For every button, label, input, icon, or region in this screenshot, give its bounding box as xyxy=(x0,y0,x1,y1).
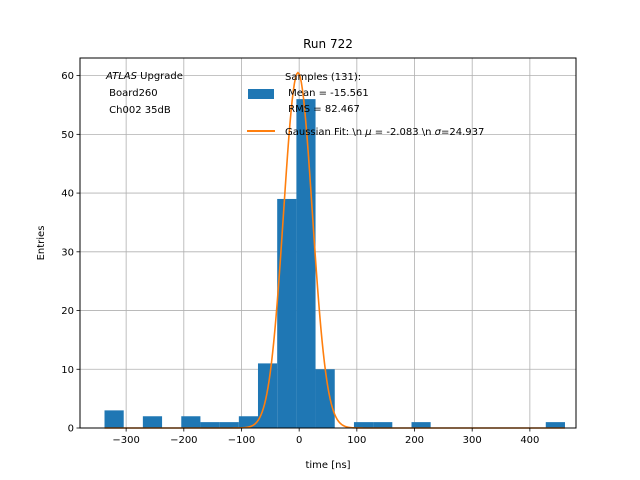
histogram-bar xyxy=(181,416,201,428)
histogram-bar xyxy=(296,99,316,428)
y-tick-label: 10 xyxy=(61,365,74,376)
y-axis-ticks: 0 10 20 30 40 50 60 xyxy=(61,71,80,435)
y-axis-label: Entries xyxy=(36,226,47,261)
histogram-bar xyxy=(315,369,335,428)
legend-histogram-line1: Samples (131): xyxy=(285,72,361,83)
y-tick-label: 60 xyxy=(61,71,74,82)
plot-frame xyxy=(79,57,577,429)
x-tick-label: −100 xyxy=(228,435,255,446)
atlas-annotation-line3: Ch002 35dB xyxy=(106,105,171,116)
x-axis-ticks: −300 −200 −100 0 100 200 300 400 xyxy=(112,428,539,446)
histogram-bar xyxy=(200,422,220,428)
atlas-annotation-line1: ATLAS Upgrade xyxy=(105,71,183,82)
legend-fit-suffix: =24.937 xyxy=(441,127,484,138)
x-tick-label: 400 xyxy=(520,435,539,446)
x-tick-label: 100 xyxy=(347,435,366,446)
histogram-bar xyxy=(353,422,374,428)
x-tick-label: 200 xyxy=(405,435,424,446)
atlas-label: ATLAS xyxy=(105,71,138,82)
x-tick-label: −200 xyxy=(170,435,197,446)
legend-fit-mid: = -2.083 \n xyxy=(372,127,435,138)
x-tick-label: 0 xyxy=(296,435,302,446)
legend-swatch-histogram xyxy=(248,89,274,99)
legend-histogram-line3: RMS = 82.467 xyxy=(285,104,360,115)
histogram-bar xyxy=(373,422,393,428)
histogram-bar xyxy=(277,198,297,428)
grid xyxy=(80,58,576,429)
chart-title: Run 722 xyxy=(303,37,353,51)
histogram-bar xyxy=(142,416,163,428)
x-axis-label: time [ns] xyxy=(305,460,350,471)
legend-fit-label: Gaussian Fit: \n μ = -2.083 \n σ=24.937 xyxy=(285,127,484,138)
atlas-annotation-line2: Board260 xyxy=(106,88,158,99)
legend-histogram-line2: Mean = -15.561 xyxy=(285,88,369,99)
upgrade-label: Upgrade xyxy=(137,71,183,82)
legend-fit-prefix: Gaussian Fit: \n xyxy=(285,127,365,138)
legend-fit-sigma: σ xyxy=(435,127,442,138)
legend-fit-mu: μ xyxy=(364,127,371,138)
x-tick-label: −300 xyxy=(112,435,139,446)
histogram-bar xyxy=(545,422,565,428)
y-tick-label: 50 xyxy=(61,130,74,141)
y-tick-label: 40 xyxy=(61,189,74,200)
histogram-bars xyxy=(104,99,565,428)
histogram-bar xyxy=(104,410,124,428)
y-tick-label: 30 xyxy=(61,247,74,258)
y-tick-label: 0 xyxy=(68,424,74,435)
histogram-bar xyxy=(219,422,239,428)
y-tick-label: 20 xyxy=(61,306,74,317)
histogram-bar xyxy=(238,416,258,428)
x-tick-label: 300 xyxy=(463,435,482,446)
histogram-bar xyxy=(411,422,431,428)
histogram-bar xyxy=(257,363,278,428)
